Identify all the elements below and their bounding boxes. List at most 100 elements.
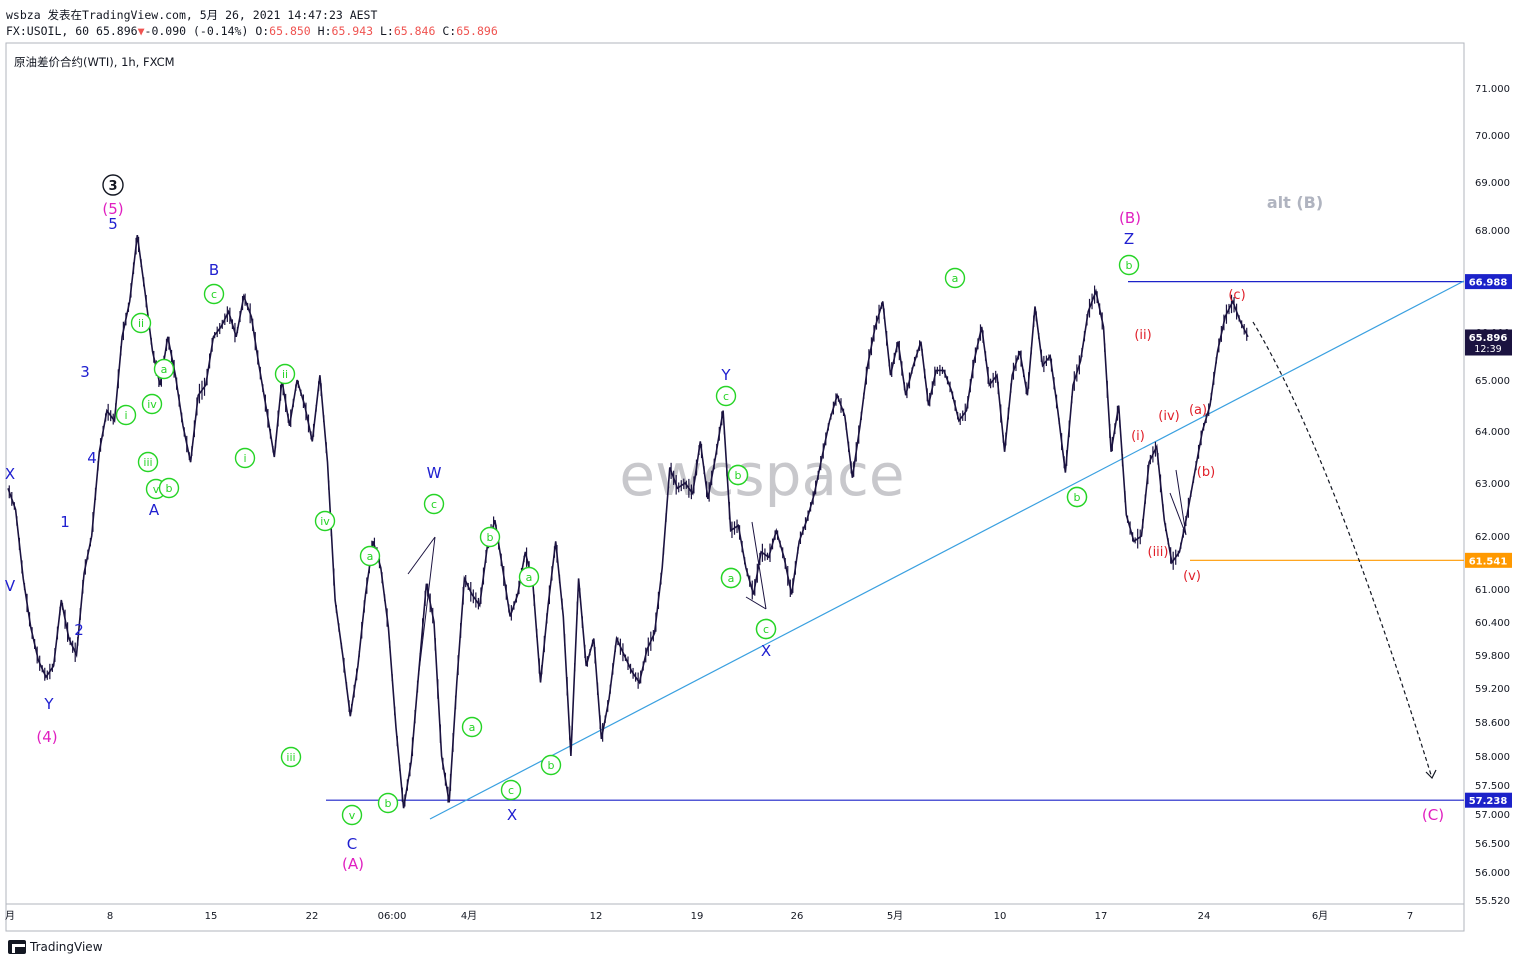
x-tick-label: 24 [1198,911,1211,922]
x-tick-label: 26 [791,911,804,922]
wave-label-green-circle [341,804,363,826]
price-axis-box [1465,552,1512,568]
x-tick-label: 17 [1095,911,1108,922]
x-tick-label: 7 [1407,911,1413,922]
wave-label-green: a [161,363,168,376]
wave-label-green: a [367,550,374,563]
wave-label-green: a [469,721,476,734]
wave-label-blue: X [5,465,15,483]
wave-label-blue: B [209,261,219,279]
price-axis-box [1465,329,1512,356]
close-value: 65.896 [456,24,498,38]
footer-brand: TradingView [30,940,103,954]
x-tick-label: 4月 [461,910,477,922]
wave-label-green-circle [944,267,966,289]
wave-label-green-circle [377,792,399,814]
header-line-1: wsbza 发表在TradingView.com, 5月 26, 2021 14… [6,7,377,23]
high-value: 65.943 [331,24,374,38]
wave-label-green-circle [518,566,540,588]
open-value: 65.850 [269,24,311,38]
wave-label-green: c [431,498,437,511]
y-tick-label: 69.000 [1475,178,1510,189]
wave-label-blue: 3 [80,363,90,381]
triangle-lines [407,536,436,681]
footer: TradingView [8,940,103,954]
wave-label-green: ii [282,368,288,381]
wave-label-green: iv [147,398,157,411]
price-axis-time-label: 12:39 [1474,344,1501,355]
wave-label-green: c [211,288,217,301]
publish-info: wsbza 发表在TradingView.com, 5月 26, 2021 14… [6,8,378,22]
price-axis-box-label: 66.988 [1469,278,1508,289]
wave-label-green-circle [359,545,381,567]
wave-label-green: iii [286,751,295,764]
header-line-2: FX:USOIL, 60 65.896▼-0.090 (-0.14%) O:65… [6,24,498,38]
wave-label-green: iii [143,456,152,469]
y-tick-label: 57.500 [1475,781,1510,792]
wave-label-green-circle [755,618,777,640]
wave-label-red: (v) [1183,569,1201,584]
wave-label-green-circle [280,746,302,768]
y-tick-label: 64.000 [1475,427,1510,438]
price-axis-box-label: 65.896 [1469,333,1508,344]
y-tick-label: 59.800 [1475,651,1510,662]
wave-label-green-circle [141,393,163,415]
wave-label-magenta: (5) [102,200,123,218]
price-axis-box-label: 61.541 [1469,556,1508,567]
wave-label-green-circle [130,312,152,334]
wave-label-blue: C [347,835,357,853]
x-tick-label: 8 [107,911,113,922]
wave-label-red: (iv) [1158,409,1179,424]
wave-label-blue: V [5,577,16,595]
wave-label-green: ii [138,317,144,330]
wave-label-blue: 2 [74,621,84,639]
wave-label-green-circle [540,754,562,776]
x-tick-label: 19 [691,911,704,922]
wave-label-green: a [526,571,533,584]
wave-label-blue: X [507,806,517,824]
wave-label-green-circle [1118,254,1140,276]
triangle-lines [1169,469,1187,536]
wave-label-green: b [1126,259,1133,272]
wave-label-blue: Y [720,366,731,384]
x-tick-label: 12 [590,911,603,922]
y-tick-label: 56.000 [1475,868,1510,879]
price-series-line [7,234,1249,809]
x-tick-label: 5月 [887,910,903,922]
y-tick-label: 60.400 [1475,618,1510,629]
y-tick-label: 71.000 [1475,84,1510,95]
high-label: H: [317,24,332,38]
wave-label-blue: 4 [87,449,97,467]
projection-arrowhead [1425,769,1437,780]
wave-label-blue: 5 [108,215,118,233]
y-tick-label: 70.000 [1475,131,1510,142]
wave-label-green: b [1074,491,1081,504]
x-tick-label: 月 [5,910,15,922]
y-tick-label: 62.000 [1475,532,1510,543]
wave-label-green-circle [153,358,175,380]
instrument-label: 原油差价合约(WTI), 1h, FXCM [14,55,175,69]
wave-label-green-circle [461,716,483,738]
wave-label-green: c [723,390,729,403]
wave-label-blue: A [149,501,160,519]
wave-label-red: (c) [1228,288,1245,303]
wave-label-green-circle [727,464,749,486]
y-tick-label: 61.000 [1475,585,1510,596]
y-tick-label: 68.000 [1475,226,1510,237]
wave-label-green-circle [423,493,445,515]
wave-label-magenta: (B) [1119,209,1141,227]
x-tick-label: 10 [994,911,1007,922]
y-tick-label: 65.000 [1475,376,1510,387]
wave-label-green-circle [274,363,296,385]
wave-label-magenta: (A) [342,855,364,873]
symbol-label: FX:USOIL, 60 [6,24,90,38]
wave-label-black-circle [102,174,124,196]
close-label: C: [442,24,457,38]
wave-label-green-circle [1066,486,1088,508]
tradingview-logo-icon [8,940,26,954]
wave-label-green: b [487,531,494,544]
wave-label-black: 3 [108,179,117,194]
projection-dashed-path [1252,321,1433,779]
x-tick-label: 6月 [1312,910,1328,922]
